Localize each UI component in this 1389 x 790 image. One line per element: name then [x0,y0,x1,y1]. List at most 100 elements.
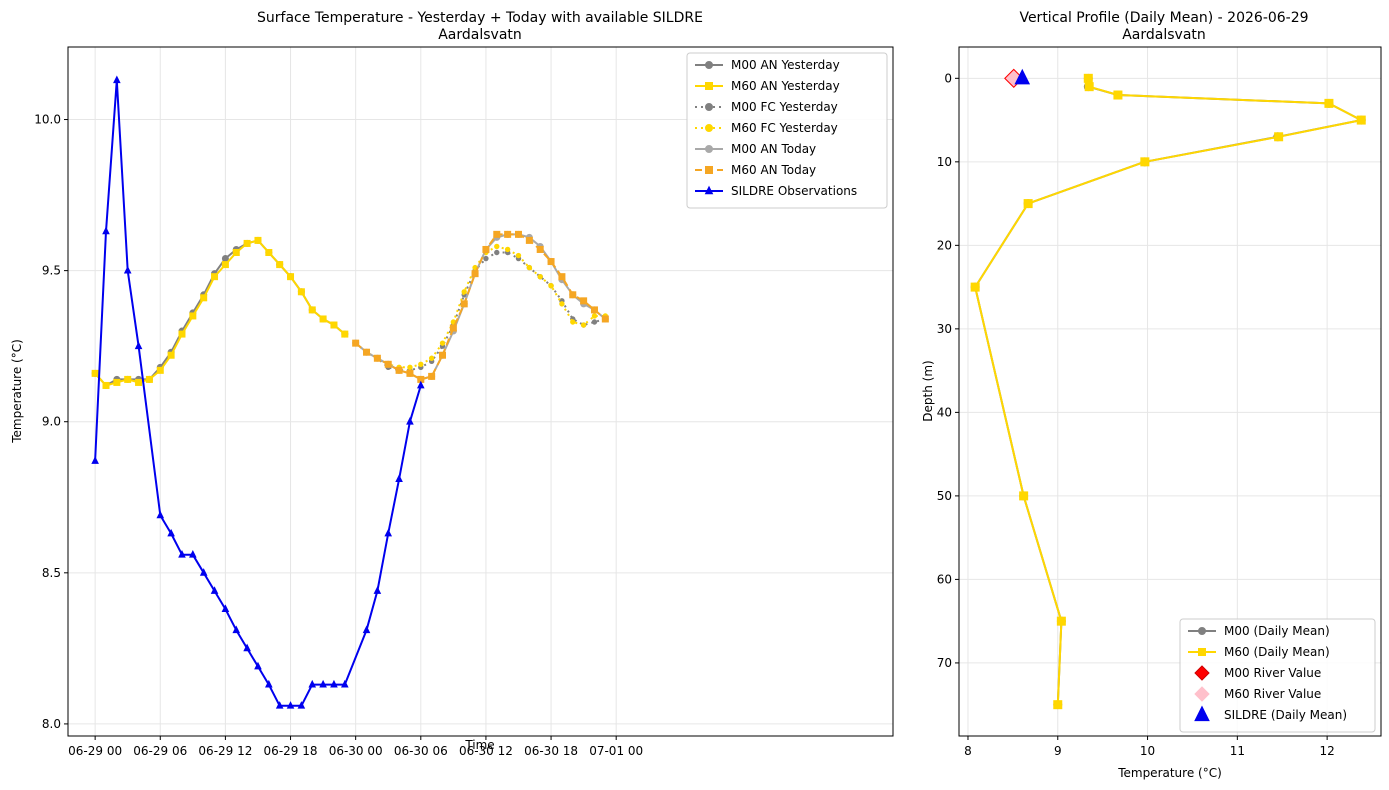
vertical-profile-chart: Vertical Profile (Daily Mean) - 2026-06-… [921,10,1382,780]
data-point [482,245,490,253]
data-point [428,372,436,380]
data-point [363,348,371,356]
data-point [221,261,229,269]
legend: M00 (Daily Mean) M60 (Daily Mean) M00 Rive… [1179,618,1376,733]
data-point [113,75,121,84]
data-point [362,625,371,634]
data-point [406,369,414,377]
data-point [428,355,435,361]
legend-label: M60 AN Yesterday [731,79,840,93]
data-point [559,301,565,307]
data-point [265,679,273,688]
data-point [319,679,327,688]
data-point [232,625,241,634]
data-point [1056,616,1066,626]
data-point [493,230,501,238]
legend-label: SILDRE Observations [731,184,857,198]
series-m60-an-today [352,230,609,383]
data-point [406,417,414,425]
chart-subtitle: Aardalsvatn [438,27,522,43]
data-point [418,361,424,368]
data-point [210,586,219,594]
data-point [211,273,219,281]
data-point [287,273,295,281]
y-tick-label: 40 [937,405,952,419]
x-axis-label: Time [464,738,494,752]
legend-label: M60 (Daily Mean) [1224,645,1330,659]
legend-item-m00-an-yesterday: M00 AN Yesterday [695,58,840,72]
y-tick-label: 8.0 [42,717,61,731]
y-axis-label: Temperature (°C) [10,339,24,444]
x-tick-label: 07-01 00 [589,744,643,758]
data-point [373,354,381,362]
legend-item-m00-daily-mean: M00 (Daily Mean) [1188,624,1330,638]
y-tick-label: 10 [937,155,952,169]
x-tick-label: 06-30 12 [459,744,513,758]
data-point [536,245,544,253]
legend-marker [705,103,713,111]
data-point [494,249,500,256]
data-point [352,339,360,347]
data-point [265,248,273,256]
legend-item-sildre-observations: SILDRE Observations [695,184,857,198]
data-point [200,294,208,302]
legend-marker [1194,705,1210,722]
data-point [1014,68,1031,85]
y-tick-label: 20 [937,238,952,252]
data-point [243,643,251,652]
x-tick-label: 11 [1230,744,1245,758]
data-point [124,375,132,383]
data-point [1023,199,1033,209]
data-point [1113,90,1123,100]
legend-item-m60-fc-yesterday: M60 FC Yesterday [695,121,838,135]
data-point [178,549,186,558]
data-point [135,378,143,386]
chart-title: Vertical Profile (Daily Mean) - 2026-06-… [1019,10,1308,26]
plot-frame [958,46,1382,737]
data-point [156,366,164,374]
data-point [591,319,598,325]
x-axis-label: Temperature (°C) [1117,766,1222,780]
data-point [591,313,598,319]
x-tick-label: 06-29 18 [264,744,318,758]
data-point [330,679,338,688]
data-point [102,381,110,389]
data-point [189,549,197,558]
x-tick-label: 12 [1319,744,1334,758]
legend-label: M00 AN Yesterday [731,58,840,72]
data-point [373,586,382,594]
data-point [494,243,500,250]
legend-marker [704,185,714,195]
data-point [145,375,153,383]
data-point [407,364,413,371]
data-point [91,369,99,377]
data-point [319,315,327,323]
data-point [308,679,317,688]
data-point [341,679,349,688]
data-point [156,510,165,519]
data-point [91,456,99,464]
plot-frame [67,46,894,737]
data-point [232,248,240,256]
legend-item-m00-an-today: M00 AN Today [695,142,816,156]
series-sildre-daily-mean [1014,68,1031,85]
data-point [178,330,186,338]
data-point [275,701,284,709]
legend-item-m00-river-value: M00 River Value [1194,665,1321,681]
legend-item-m60-river-value: M60 River Value [1194,686,1321,702]
data-point [1053,700,1063,710]
y-tick-label: 0 [944,71,952,85]
data-point [330,321,338,329]
data-point [276,261,284,269]
y-tick-label: 70 [937,656,952,670]
data-point [439,340,446,346]
data-point [297,288,305,296]
legend-marker [1194,686,1210,702]
data-point [970,282,980,292]
data-point [1019,491,1029,501]
data-point [189,312,197,320]
chart-title: Surface Temperature - Yesterday + Today … [257,10,703,26]
y-tick-label: 60 [937,572,952,586]
data-point [1083,73,1093,83]
data-point [471,270,479,278]
